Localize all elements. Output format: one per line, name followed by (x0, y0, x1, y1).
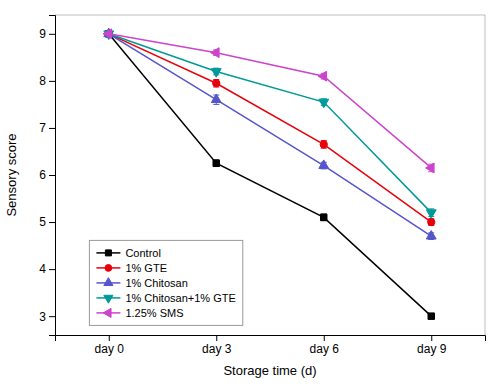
y-tick-label: 7 (39, 121, 46, 135)
frame (55, 15, 485, 16)
legend-entry: 1.25% SMS (96, 307, 183, 319)
y-tick: 3 (39, 310, 55, 324)
y-tick-label: 6 (39, 168, 46, 182)
marker (320, 141, 327, 148)
y-tick-mark (49, 81, 55, 82)
series (104, 31, 436, 218)
x-axis-title: Storage time (d) (223, 363, 316, 378)
y-tick-mark (49, 175, 55, 176)
x-tick: day 9 (417, 335, 447, 356)
x-tick-label: day 9 (417, 342, 447, 356)
legend-swatch (104, 295, 113, 303)
legend-label: 1% Chitosan+1% GTE (125, 292, 235, 304)
y-tick: 8 (39, 74, 55, 88)
legend-label: 1% GTE (125, 262, 167, 274)
legend: Control 1% GTE 1% Chitosan 1% Chitosan+1% G… (89, 240, 242, 325)
chart: day 0 day 3 day 6 day 9 3 4 5 6 7 8 9 Control 1% GTE… (0, 0, 500, 385)
marker (426, 163, 435, 173)
legend-entry: 1% Chitosan (96, 277, 187, 289)
marker (213, 160, 219, 166)
marker (319, 99, 329, 108)
y-tick-label: 8 (39, 74, 46, 88)
y-tick: 4 (39, 262, 55, 276)
legend-box (89, 240, 242, 325)
marker (318, 71, 327, 81)
x-tick-mark (324, 335, 325, 341)
y-axis-title: Sensory score (4, 133, 19, 216)
legend-label: 1.25% SMS (125, 307, 183, 319)
y-tick: 9 (39, 27, 55, 41)
x-tick-label: day 6 (310, 342, 340, 356)
error-bar (213, 79, 219, 87)
line (109, 34, 432, 222)
error-bar (321, 141, 327, 149)
line (109, 34, 432, 236)
y-tick-mark (49, 269, 55, 270)
y-tick-label: 4 (39, 262, 46, 276)
y-tick-mark (49, 34, 55, 35)
legend-label: 1% Chitosan (125, 277, 187, 289)
marker (428, 218, 435, 225)
error-bar (428, 219, 434, 226)
legend-label: Control (125, 247, 160, 259)
x-tick-mark (216, 335, 217, 341)
legend-swatch (105, 265, 112, 272)
x-tick-label: day 3 (202, 342, 232, 356)
marker (213, 80, 220, 87)
error-bar (321, 214, 327, 221)
legend-entry: 1% Chitosan+1% GTE (96, 292, 235, 304)
legend-swatch (103, 308, 111, 317)
marker (103, 29, 112, 39)
marker (426, 210, 436, 219)
y-tick: 7 (39, 121, 55, 135)
y-axis-line (49, 16, 56, 336)
y-tick-mark (49, 128, 55, 129)
x-tick: day 6 (310, 335, 340, 356)
marker (319, 160, 329, 169)
series (106, 31, 435, 320)
series (103, 29, 434, 173)
y-tick-label: 3 (39, 310, 46, 324)
series (105, 30, 435, 226)
y-tick-label: 9 (39, 27, 46, 41)
y-tick-mark (49, 316, 55, 317)
error-bar (213, 160, 219, 167)
y-axis: 3 4 5 6 7 8 9 (39, 16, 55, 336)
x-tick-mark (109, 335, 110, 341)
legend-entry: Control (96, 247, 160, 259)
line (109, 34, 432, 168)
legend-swatch (104, 278, 113, 286)
marker (426, 230, 436, 239)
y-tick: 5 (39, 215, 55, 229)
x-axis: day 0 day 3 day 6 day 9 (56, 335, 486, 356)
marker (211, 48, 220, 58)
marker (211, 94, 221, 103)
x-tick: day 0 (95, 335, 125, 356)
marker (211, 69, 221, 78)
line (109, 34, 432, 213)
y-tick-mark (49, 222, 55, 223)
legend-swatch (105, 250, 111, 256)
frame (485, 15, 486, 335)
y-tick: 6 (39, 168, 55, 182)
plot: day 0 day 3 day 6 day 9 3 4 5 6 7 8 9 Control 1% GTE… (39, 15, 485, 356)
marker (321, 214, 327, 220)
marker (428, 313, 434, 319)
x-tick: day 3 (202, 335, 232, 356)
series (104, 28, 436, 239)
x-tick-mark (431, 335, 432, 341)
y-tick-label: 5 (39, 215, 46, 229)
x-axis-line (56, 336, 486, 342)
x-tick-label: day 0 (95, 342, 125, 356)
legend-entry: 1% GTE (96, 262, 167, 274)
